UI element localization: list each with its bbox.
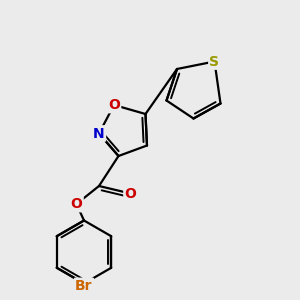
Text: O: O [70, 197, 83, 211]
Text: O: O [124, 187, 136, 200]
Text: N: N [93, 127, 105, 140]
Text: S: S [209, 55, 220, 68]
Text: Br: Br [75, 279, 93, 293]
Text: O: O [108, 98, 120, 112]
